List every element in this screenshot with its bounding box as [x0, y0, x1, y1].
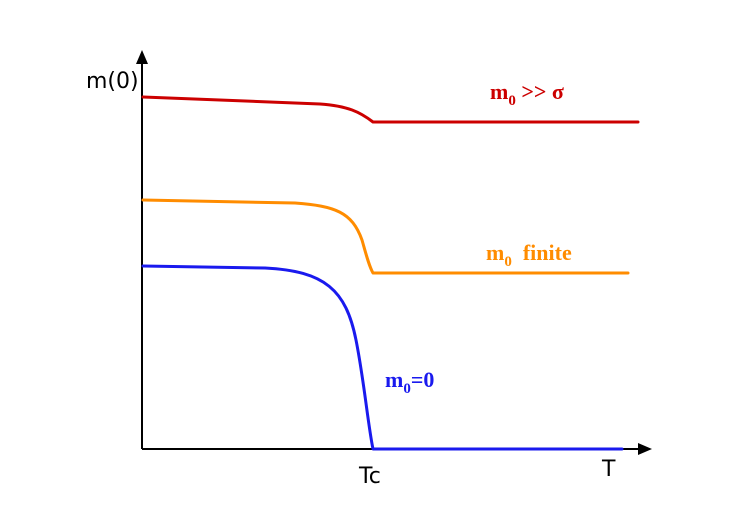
label-large-main: m	[490, 79, 508, 104]
label-finite-main: m	[486, 240, 504, 265]
critical-temperature-tick: Tc	[358, 464, 381, 489]
y-axis-arrow	[136, 50, 148, 64]
label-m0-much-greater-sigma: m0 >> σ	[490, 79, 564, 109]
y-axis-label: m(0)	[86, 69, 139, 94]
label-zero-rest: =0	[411, 367, 435, 392]
label-finite-rest: finite	[512, 240, 572, 265]
x-axis-arrow	[638, 443, 652, 455]
label-m0-zero: m0=0	[385, 367, 434, 397]
curve-m0-finite	[141, 198, 630, 275]
axes	[136, 50, 652, 455]
label-large-sub: 0	[508, 93, 516, 109]
label-zero-main: m	[385, 367, 403, 392]
label-large-rest: >> σ	[516, 79, 564, 104]
x-axis-label: T	[601, 457, 616, 482]
curve-m0-zero	[141, 264, 624, 451]
label-finite-sub: 0	[504, 254, 512, 270]
curve-m0-much-greater-sigma	[141, 95, 640, 124]
label-zero-sub: 0	[403, 381, 411, 397]
label-m0-finite: m0 finite	[486, 240, 572, 270]
